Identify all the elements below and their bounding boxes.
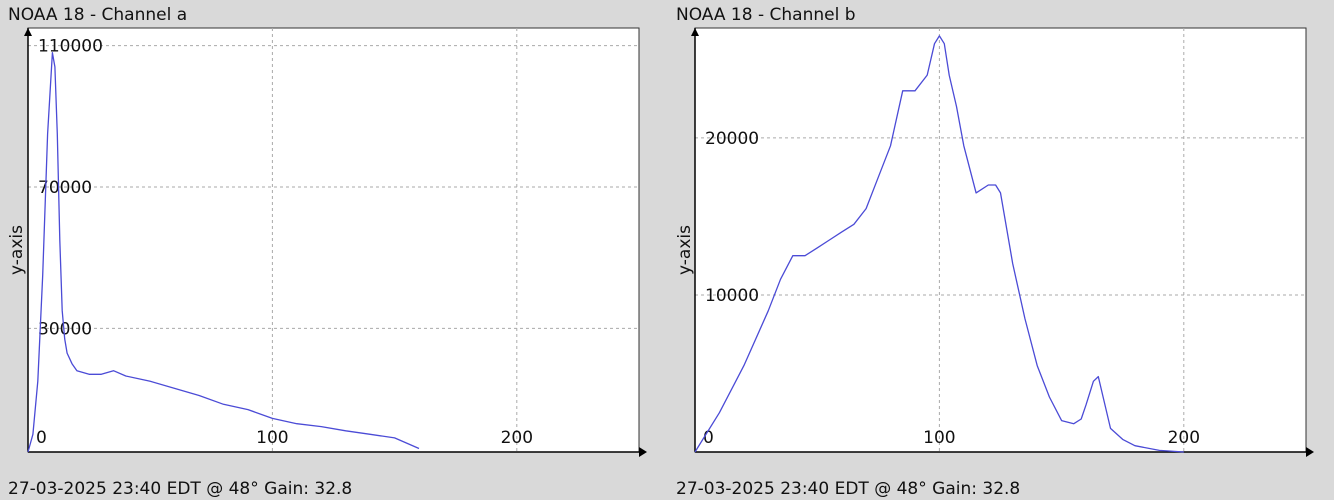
y-axis-arrow [24, 28, 32, 36]
x-tick-label: 200 [501, 428, 533, 448]
x-axis-arrow [639, 447, 647, 457]
series-layer [694, 35, 1184, 453]
x-tick-label: 100 [256, 428, 288, 448]
series-layer [27, 52, 420, 453]
chart-footer: 27-03-2025 23:40 EDT @ 48° Gain: 32.8 [8, 479, 352, 499]
plot-area [27, 27, 640, 453]
chart-panel-channel-b: NOAA 18 - Channel b 27-03-2025 23:40 EDT… [675, 5, 1314, 499]
tick-labels: 0 100 200 10000 20000 [703, 129, 1200, 448]
grid-lines [695, 28, 1306, 452]
x-tick-label: 100 [923, 428, 955, 448]
chart-title: NOAA 18 - Channel b [676, 5, 856, 25]
y-tick-label: 20000 [705, 129, 759, 149]
y-tick-label: 10000 [705, 286, 759, 306]
grid-lines [28, 28, 639, 452]
y-tick-label: 30000 [38, 319, 92, 339]
x-tick-label: 200 [1168, 428, 1200, 448]
tick-labels: 0 100 200 30000 70000 110000 [36, 37, 533, 448]
y-axis-arrow [691, 28, 699, 36]
y-axis-label: y-axis [7, 225, 27, 275]
axes [24, 28, 647, 457]
chart-panel-channel-a: NOAA 18 - Channel a 27-03-2025 23:40 EDT… [7, 5, 647, 499]
plot-area [694, 27, 1307, 453]
y-tick-label: 110000 [38, 37, 103, 57]
y-axis-label: y-axis [675, 225, 695, 275]
axes [691, 28, 1314, 457]
series-line [694, 35, 1184, 453]
y-tick-label: 70000 [38, 178, 92, 198]
x-axis-arrow [1306, 447, 1314, 457]
chart-footer: 27-03-2025 23:40 EDT @ 48° Gain: 32.8 [676, 479, 1020, 499]
chart-title: NOAA 18 - Channel a [8, 5, 187, 25]
series-line [27, 52, 420, 453]
x-tick-label: 0 [703, 428, 714, 448]
x-tick-label: 0 [36, 428, 47, 448]
